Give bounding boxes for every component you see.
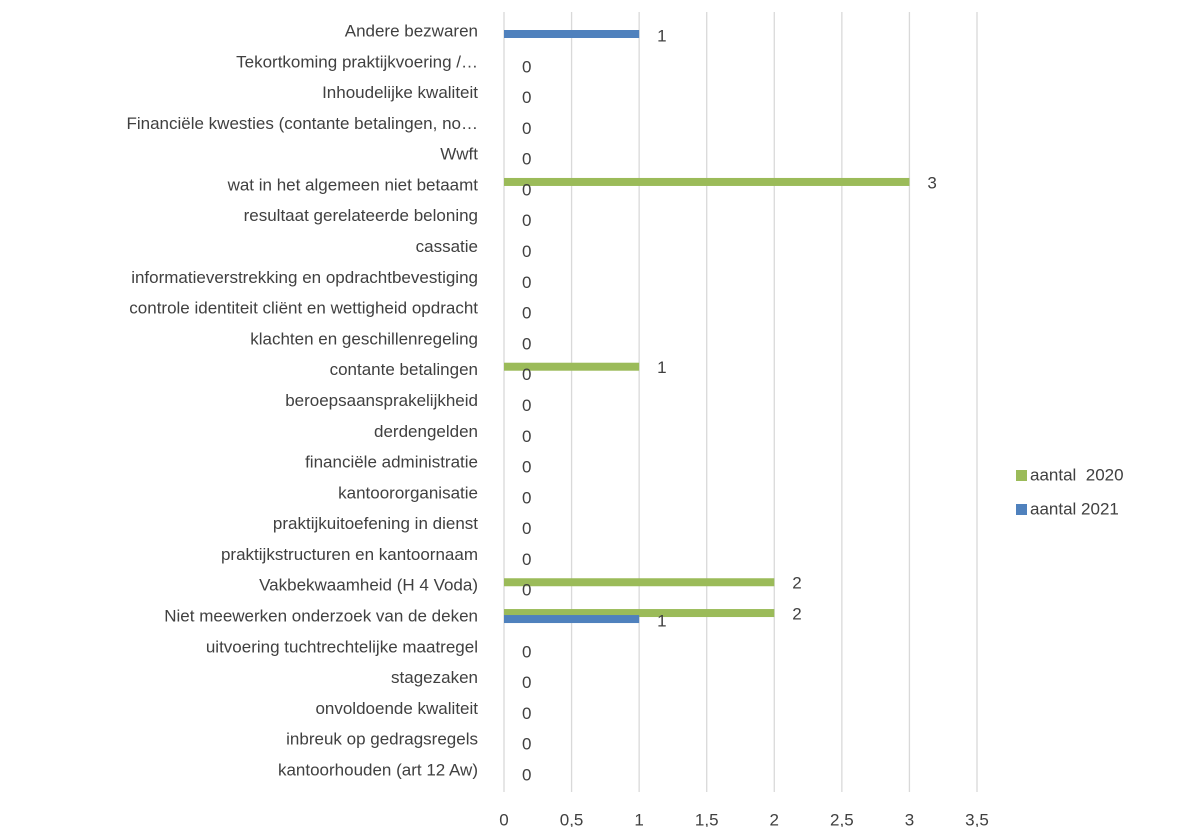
bar <box>504 177 910 186</box>
data-label: 0 <box>522 273 531 292</box>
category-label: cassatie <box>416 237 478 256</box>
x-tick-label: 2,5 <box>830 810 854 827</box>
category-label: derdengelden <box>374 422 478 441</box>
category-label: uitvoering tuchtrechtelijke maatregel <box>206 637 478 656</box>
category-label: Niet meewerken onderzoek van de deken <box>164 607 478 626</box>
bar <box>504 615 640 624</box>
data-label: 1 <box>657 26 666 45</box>
category-label: Tekortkoming praktijkvoering /… <box>236 52 478 71</box>
category-label: financiële administratie <box>305 453 478 472</box>
legend-label: aantal 2021 <box>1030 499 1119 518</box>
data-label: 0 <box>522 304 531 323</box>
category-label: onvoldoende kwaliteit <box>315 699 478 718</box>
data-label: 0 <box>522 396 531 415</box>
data-label: 0 <box>522 242 531 261</box>
bar <box>504 362 640 371</box>
data-label: 0 <box>522 88 531 107</box>
data-label: 2 <box>792 574 801 593</box>
category-label: stagezaken <box>391 668 478 687</box>
category-label: Andere bezwaren <box>345 21 478 40</box>
category-label: controle identiteit cliënt en wettigheid… <box>129 299 478 318</box>
legend-swatch <box>1016 470 1027 481</box>
category-label: kantoororganisatie <box>338 483 478 502</box>
x-tick-label: 3 <box>905 810 914 827</box>
data-label: 0 <box>522 550 531 569</box>
category-label: Inhoudelijke kwaliteit <box>322 83 478 102</box>
data-label: 0 <box>522 180 531 199</box>
data-label: 0 <box>522 458 531 477</box>
bar <box>504 30 640 38</box>
category-label: resultaat gerelateerde beloning <box>244 206 478 225</box>
x-tick-label: 1,5 <box>695 810 719 827</box>
data-label: 3 <box>927 173 936 192</box>
data-label: 0 <box>522 735 531 754</box>
data-label: 0 <box>522 581 531 600</box>
data-label: 0 <box>522 57 531 76</box>
category-label: praktijkuitoefening in dienst <box>273 514 478 533</box>
data-label: 1 <box>657 358 666 377</box>
data-label: 0 <box>522 488 531 507</box>
data-label: 0 <box>522 427 531 446</box>
x-tick-label: 3,5 <box>965 810 989 827</box>
legend-label: aantal 2020 <box>1030 465 1124 484</box>
legend-swatch <box>1016 504 1027 515</box>
category-label: informatieverstrekking en opdrachtbevest… <box>131 268 478 287</box>
category-label: inbreuk op gedragsregels <box>286 730 478 749</box>
data-label: 0 <box>522 334 531 353</box>
category-label: wat in het algemeen niet betaamt <box>227 175 479 194</box>
category-label: kantoorhouden (art 12 Aw) <box>278 760 478 779</box>
data-label: 1 <box>657 612 666 631</box>
data-label: 2 <box>792 605 801 624</box>
category-label: Financiële kwesties (contante betalingen… <box>126 114 478 133</box>
data-label: 0 <box>522 211 531 230</box>
data-label: 0 <box>522 704 531 723</box>
data-label: 0 <box>522 519 531 538</box>
category-label: praktijkstructuren en kantoornaam <box>221 545 478 564</box>
x-tick-label: 2 <box>770 810 779 827</box>
category-label: beroepsaansprakelijkheid <box>285 391 478 410</box>
category-label: contante betalingen <box>330 360 478 379</box>
category-label: Vakbekwaamheid (H 4 Voda) <box>259 576 478 595</box>
category-label: klachten en geschillenregeling <box>250 329 478 348</box>
data-label: 0 <box>522 642 531 661</box>
x-tick-label: 0,5 <box>560 810 584 827</box>
data-label: 0 <box>522 119 531 138</box>
data-label: 0 <box>522 765 531 784</box>
data-label: 0 <box>522 150 531 169</box>
x-tick-label: 0 <box>499 810 508 827</box>
data-label: 0 <box>522 673 531 692</box>
bar <box>504 578 775 587</box>
category-label: Wwft <box>440 145 478 164</box>
data-label: 0 <box>522 365 531 384</box>
bar <box>504 609 775 618</box>
x-tick-label: 1 <box>634 810 643 827</box>
